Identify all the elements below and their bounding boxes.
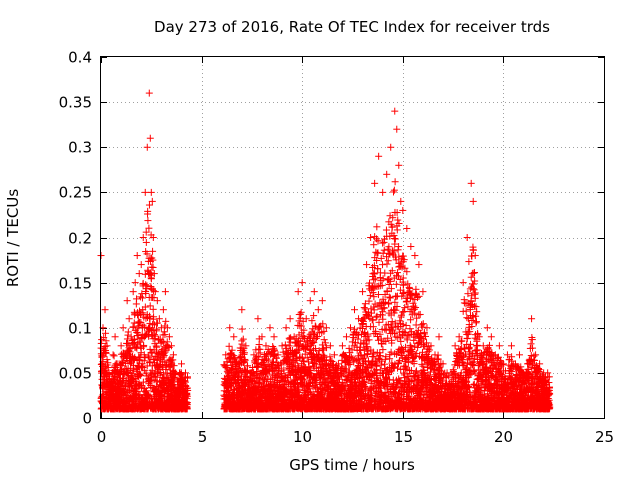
data-point [102, 349, 110, 357]
data-point [419, 320, 427, 328]
data-point [407, 316, 415, 324]
data-points-layer [97, 89, 554, 413]
y-tick-label: 0 [82, 410, 92, 428]
data-point [379, 261, 387, 269]
data-point [369, 263, 377, 271]
x-tick-label: 15 [394, 428, 413, 446]
data-point [103, 356, 111, 364]
data-point [256, 349, 264, 357]
data-point [386, 294, 394, 302]
x-tick-label: 0 [97, 428, 107, 446]
x-tick-label: 20 [494, 428, 513, 446]
data-point [119, 378, 127, 386]
data-point [403, 268, 411, 276]
data-point [360, 304, 368, 312]
data-point [391, 178, 399, 186]
data-point [380, 238, 388, 246]
data-point [225, 342, 233, 350]
y-tick-label: 0.2 [68, 230, 92, 248]
data-point [378, 281, 386, 289]
data-point [310, 312, 318, 320]
data-point [149, 305, 157, 313]
data-point [385, 299, 393, 307]
data-point [118, 358, 126, 366]
data-point [390, 186, 398, 194]
data-point [110, 352, 118, 360]
data-point [392, 293, 400, 301]
x-tick-label: 25 [595, 428, 614, 446]
data-point [320, 336, 328, 344]
x-tick-label: 5 [198, 428, 208, 446]
data-point [384, 257, 392, 265]
data-point [404, 280, 412, 288]
data-point [392, 280, 400, 288]
y-tick-label: 0.05 [59, 365, 92, 383]
data-point [239, 335, 247, 343]
data-point [153, 319, 161, 327]
data-point [308, 317, 316, 325]
y-tick-label: 0.35 [59, 94, 92, 112]
data-point [269, 343, 277, 351]
data-point [287, 334, 295, 342]
data-point [369, 316, 377, 324]
data-point [397, 337, 405, 345]
data-point [238, 337, 246, 345]
data-point [380, 246, 388, 254]
data-point [393, 269, 401, 277]
data-point [379, 346, 387, 354]
data-point [98, 353, 106, 361]
data-point [383, 260, 391, 268]
data-point [373, 312, 381, 320]
data-point [162, 317, 170, 325]
data-point [139, 363, 147, 371]
data-point [138, 294, 146, 302]
data-point [146, 302, 154, 310]
data-point [238, 325, 246, 333]
data-point [391, 350, 399, 358]
data-point [406, 325, 414, 333]
x-tick-label: 10 [293, 428, 312, 446]
data-point [102, 337, 110, 345]
data-point [370, 276, 378, 284]
data-point [142, 238, 150, 246]
data-point [389, 188, 397, 196]
y-tick-label: 0.15 [59, 275, 92, 293]
data-point [373, 223, 381, 231]
chart-title: Day 273 of 2016, Rate Of TEC Index for r… [154, 18, 550, 36]
y-tick-label: 0.4 [68, 49, 92, 67]
data-point [104, 364, 112, 372]
data-point [102, 329, 110, 337]
tick-layer: 0 0.05 0.1 0.15 0.2 0.25 0.3 0.35 0.4 0 5 10 15 20 25 [59, 49, 614, 447]
y-tick-label: 0.1 [68, 320, 92, 338]
data-point [394, 246, 402, 254]
data-point [144, 217, 152, 225]
data-point [416, 310, 424, 318]
y-tick-label: 0.25 [59, 184, 92, 202]
y-tick-label: 0.3 [68, 139, 92, 157]
